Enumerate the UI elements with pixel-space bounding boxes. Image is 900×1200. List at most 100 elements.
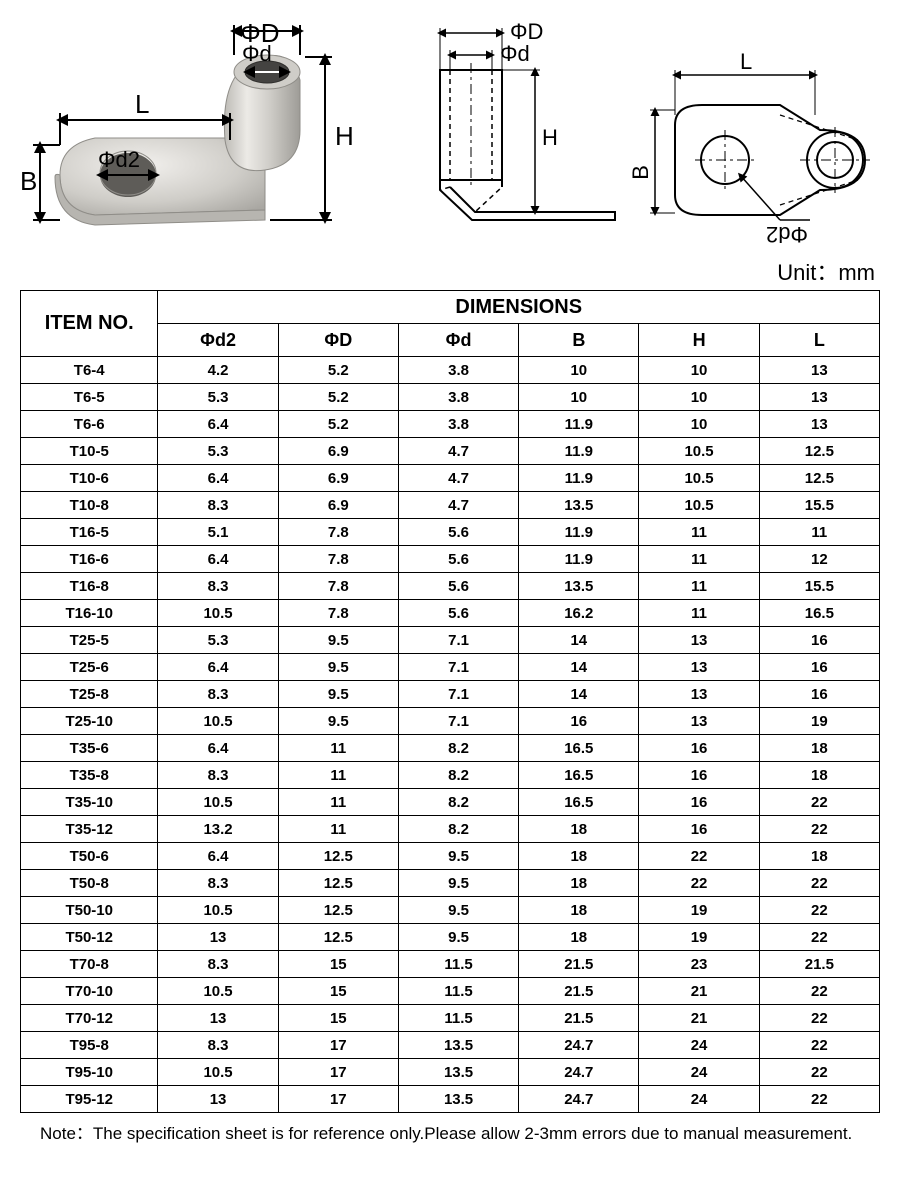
dimension-cell: 19 bbox=[639, 897, 759, 924]
dimension-cell: 11 bbox=[639, 519, 759, 546]
dimension-cell: 7.8 bbox=[278, 600, 398, 627]
dimension-cell: 16 bbox=[759, 681, 879, 708]
dimension-cell: 10.5 bbox=[158, 1059, 278, 1086]
column-header: L bbox=[759, 324, 879, 357]
dimension-cell: 10.5 bbox=[158, 600, 278, 627]
dimension-cell: 16 bbox=[639, 816, 759, 843]
dimension-cell: 8.3 bbox=[158, 573, 278, 600]
dimension-cell: 16 bbox=[759, 654, 879, 681]
dimension-cell: 8.3 bbox=[158, 492, 278, 519]
dimension-cell: 7.1 bbox=[398, 627, 518, 654]
dimension-cell: 8.3 bbox=[158, 870, 278, 897]
dimension-cell: 9.5 bbox=[398, 843, 518, 870]
dimension-cell: 13 bbox=[639, 627, 759, 654]
item-no-cell: T6-6 bbox=[21, 411, 158, 438]
dimension-cell: 16 bbox=[639, 789, 759, 816]
table-row: T16-55.17.85.611.91111 bbox=[21, 519, 880, 546]
item-no-cell: T6-5 bbox=[21, 384, 158, 411]
item-no-cell: T16-10 bbox=[21, 600, 158, 627]
dimension-cell: 24.7 bbox=[519, 1032, 639, 1059]
dimension-cell: 6.9 bbox=[278, 465, 398, 492]
dimension-cell: 22 bbox=[759, 870, 879, 897]
dimension-cell: 15.5 bbox=[759, 573, 879, 600]
dimension-cell: 9.5 bbox=[398, 897, 518, 924]
dimension-cell: 22 bbox=[759, 816, 879, 843]
dimension-cell: 13.5 bbox=[398, 1059, 518, 1086]
table-row: T25-66.49.57.1141316 bbox=[21, 654, 880, 681]
table-row: T95-12131713.524.72422 bbox=[21, 1086, 880, 1113]
dimension-cell: 13 bbox=[639, 654, 759, 681]
dimension-cell: 13 bbox=[158, 1086, 278, 1113]
dimension-cell: 19 bbox=[639, 924, 759, 951]
dimension-cell: 14 bbox=[519, 627, 639, 654]
dimension-cell: 18 bbox=[519, 924, 639, 951]
label-phid: Φd bbox=[242, 41, 272, 66]
item-no-cell: T10-6 bbox=[21, 465, 158, 492]
dimension-cell: 8.2 bbox=[398, 816, 518, 843]
dimension-cell: 9.5 bbox=[278, 708, 398, 735]
page: ΦD Φd H L B Φd2 bbox=[0, 0, 900, 1200]
dimensions-table-wrap: ITEM NO. DIMENSIONS Φd2ΦDΦdBHL T6-44.25.… bbox=[20, 290, 880, 1113]
dimension-cell: 5.3 bbox=[158, 627, 278, 654]
column-header: Φd bbox=[398, 324, 518, 357]
dimension-cell: 11 bbox=[278, 816, 398, 843]
dimension-cell: 24.7 bbox=[519, 1086, 639, 1113]
dimension-cell: 22 bbox=[639, 870, 759, 897]
dimension-cell: 9.5 bbox=[278, 681, 398, 708]
dimension-cell: 15 bbox=[278, 951, 398, 978]
item-no-cell: T10-5 bbox=[21, 438, 158, 465]
dimension-cell: 21.5 bbox=[519, 1005, 639, 1032]
dimension-cell: 11 bbox=[759, 519, 879, 546]
dimension-cell: 10 bbox=[519, 384, 639, 411]
dimension-cell: 6.9 bbox=[278, 492, 398, 519]
dimension-cell: 10.5 bbox=[639, 492, 759, 519]
item-no-cell: T25-5 bbox=[21, 627, 158, 654]
dimension-cell: 13 bbox=[158, 1005, 278, 1032]
dimension-cell: 5.2 bbox=[278, 411, 398, 438]
dimension-cell: 22 bbox=[759, 789, 879, 816]
table-row: T25-88.39.57.1141316 bbox=[21, 681, 880, 708]
dimension-cell: 13 bbox=[639, 708, 759, 735]
dimension-cell: 17 bbox=[278, 1059, 398, 1086]
dimension-cell: 16 bbox=[519, 708, 639, 735]
dimension-cell: 10 bbox=[639, 411, 759, 438]
item-no-cell: T50-12 bbox=[21, 924, 158, 951]
dimension-cell: 6.4 bbox=[158, 654, 278, 681]
dimension-cell: 21 bbox=[639, 978, 759, 1005]
dimension-cell: 16.5 bbox=[519, 789, 639, 816]
dimension-cell: 11.5 bbox=[398, 978, 518, 1005]
dimension-cell: 5.2 bbox=[278, 384, 398, 411]
dimension-cell: 4.2 bbox=[158, 357, 278, 384]
dimension-cell: 10.5 bbox=[158, 978, 278, 1005]
table-row: T6-44.25.23.8101013 bbox=[21, 357, 880, 384]
dimension-cell: 13 bbox=[639, 681, 759, 708]
dimension-cell: 3.8 bbox=[398, 357, 518, 384]
item-no-cell: T16-5 bbox=[21, 519, 158, 546]
table-row: T50-88.312.59.5182222 bbox=[21, 870, 880, 897]
dimension-cell: 18 bbox=[519, 843, 639, 870]
table-row: T95-88.31713.524.72422 bbox=[21, 1032, 880, 1059]
item-no-cell: T35-10 bbox=[21, 789, 158, 816]
item-no-cell: T35-6 bbox=[21, 735, 158, 762]
table-row: T25-55.39.57.1141316 bbox=[21, 627, 880, 654]
dimension-cell: 16.2 bbox=[519, 600, 639, 627]
header-dimensions: DIMENSIONS bbox=[158, 291, 880, 324]
dimension-cell: 22 bbox=[759, 897, 879, 924]
table-row: T6-66.45.23.811.91013 bbox=[21, 411, 880, 438]
dimension-cell: 18 bbox=[519, 897, 639, 924]
dimension-cell: 7.8 bbox=[278, 546, 398, 573]
dimension-cell: 11.9 bbox=[519, 438, 639, 465]
dimension-cell: 10.5 bbox=[639, 438, 759, 465]
table-row: T10-88.36.94.713.510.515.5 bbox=[21, 492, 880, 519]
dimension-cell: 14 bbox=[519, 654, 639, 681]
dimension-cell: 13.5 bbox=[519, 573, 639, 600]
dimension-cell: 5.6 bbox=[398, 519, 518, 546]
dimension-cell: 24 bbox=[639, 1059, 759, 1086]
dimension-cell: 10.5 bbox=[158, 897, 278, 924]
dimension-cell: 22 bbox=[759, 1086, 879, 1113]
dimension-cell: 4.7 bbox=[398, 492, 518, 519]
dimension-cell: 6.4 bbox=[158, 735, 278, 762]
dimension-cell: 18 bbox=[759, 735, 879, 762]
diagram-side-view: ΦD Φd H bbox=[440, 19, 615, 220]
dimension-cell: 13.5 bbox=[519, 492, 639, 519]
